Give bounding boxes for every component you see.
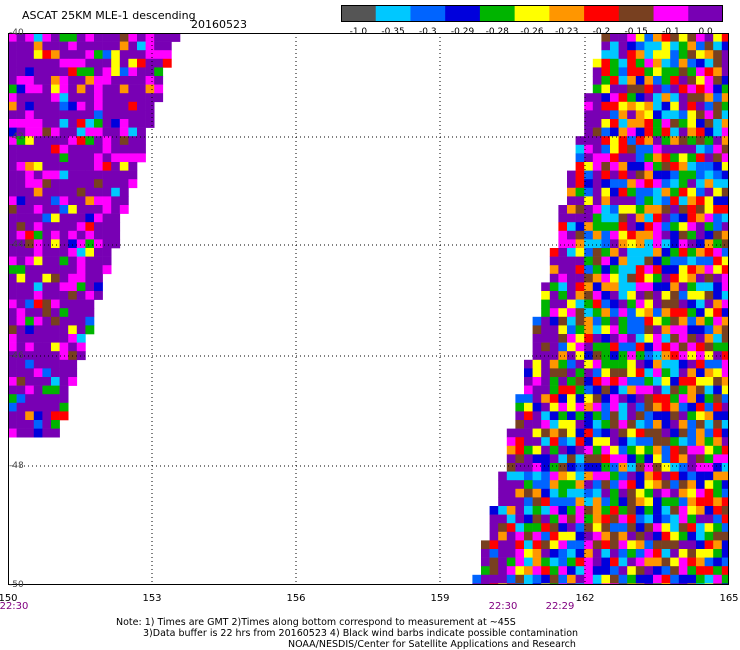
colorbar-label: -0.1 <box>662 27 680 37</box>
colorbar-label: -0.23 <box>555 27 579 37</box>
time-label-left: 22:30 <box>0 601 29 612</box>
time-label-mid: 22:30 <box>488 601 518 612</box>
colorbar-label: -0.26 <box>520 27 544 37</box>
colorbar-swatch <box>688 5 723 22</box>
latitude-tick-label: -48 <box>9 461 24 471</box>
colorbar-label: -0.2 <box>592 27 611 37</box>
colorbar-label: -0.15 <box>624 27 648 37</box>
latitude-tick-label: -46 <box>9 351 24 361</box>
latitude-tick-label: -50 <box>9 580 24 590</box>
colorbar-swatch <box>341 5 377 22</box>
longitude-tick-label: 165 <box>719 593 739 604</box>
latitude-tick-label: -42 <box>9 132 24 142</box>
footer-credit: NOAA/NESDIS/Center for Satellite Applica… <box>288 639 576 650</box>
product-date: 20160523 <box>191 18 247 31</box>
map-plot <box>8 33 729 585</box>
colorbar-swatch <box>653 5 689 22</box>
longitude-tick-label: 153 <box>142 593 162 604</box>
colorbar-label: -0.35 <box>381 27 405 37</box>
colorbar-swatch <box>375 5 411 22</box>
longitude-tick-label: 156 <box>286 593 306 604</box>
colorbar-label: -0.28 <box>485 27 509 37</box>
colorbar-swatch <box>479 5 516 22</box>
map-frame <box>8 33 729 585</box>
colorbar-swatch <box>410 5 446 22</box>
colorbar-swatch <box>618 5 655 22</box>
colorbar-swatch <box>514 5 550 22</box>
latitude-tick-label: -40 <box>9 28 24 38</box>
colorbar-swatch <box>549 5 585 22</box>
product-title: ASCAT 25KM MLE-1 descending <box>22 9 196 22</box>
colorbar-label: -0.3 <box>419 27 437 37</box>
colorbar-label: -1.0 <box>349 27 368 37</box>
footnote-line-1: Note: 1) Times are GMT 2)Times along bot… <box>116 617 516 628</box>
longitude-tick-label: 159 <box>430 593 450 604</box>
longitude-tick-label: 150 <box>0 593 18 604</box>
footnote-line-2: 3)Data buffer is 22 hrs from 20160523 4)… <box>143 628 579 639</box>
longitude-tick-label: 162 <box>575 593 595 604</box>
wind-swath-cells <box>8 33 729 585</box>
colorbar <box>341 5 723 22</box>
colorbar-swatch <box>445 5 481 22</box>
colorbar-label: 0.0 <box>698 27 713 37</box>
colorbar-swatch <box>584 5 620 22</box>
time-label-right: 22:29 <box>545 601 575 612</box>
colorbar-label: -0.29 <box>450 27 475 37</box>
latitude-tick-label: -44 <box>9 240 24 250</box>
